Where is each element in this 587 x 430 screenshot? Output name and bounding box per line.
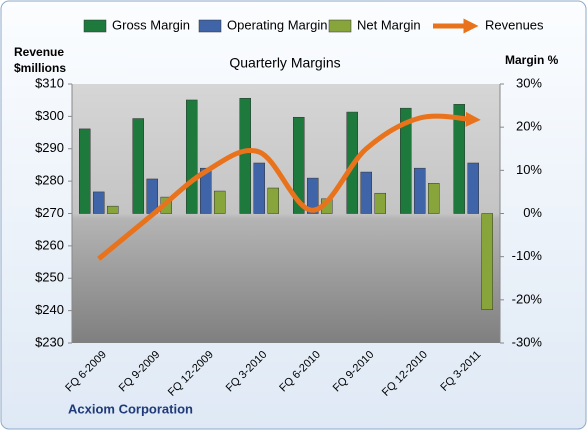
y-tick-label: $270 <box>35 205 64 220</box>
legend-swatch <box>328 19 352 33</box>
bar <box>293 116 305 214</box>
y2-tick-label: 0% <box>523 205 542 220</box>
legend-swatch <box>198 19 222 33</box>
y2-tick-label: -30% <box>512 334 543 349</box>
y2-tick-label: 20% <box>516 119 542 134</box>
y-axis-title: Revenue $millions <box>14 45 67 75</box>
y-tick-label: $290 <box>35 140 64 155</box>
bar <box>481 213 493 311</box>
legend-label: Operating Margin <box>227 17 327 32</box>
bar <box>79 128 91 214</box>
bar <box>107 205 119 214</box>
y-tick-label: $310 <box>35 75 64 90</box>
bar <box>400 107 412 214</box>
bar <box>93 191 105 214</box>
y-tick-label: $300 <box>35 108 64 123</box>
y-tick-label: $260 <box>35 237 64 252</box>
bar <box>453 104 465 214</box>
bar <box>360 171 372 214</box>
chart-title: Quarterly Margins <box>229 55 340 71</box>
bar <box>267 187 279 214</box>
bar <box>200 167 212 214</box>
y2-axis-title: Margin % <box>505 53 559 67</box>
y-tick-label: $240 <box>35 302 64 317</box>
bar <box>374 192 386 214</box>
line <box>97 111 481 261</box>
y-tick-label: $250 <box>35 270 64 285</box>
legend-label: Gross Margin <box>112 17 190 32</box>
bar <box>428 183 440 214</box>
bar <box>467 162 479 214</box>
bar <box>307 177 319 214</box>
bar <box>414 167 426 214</box>
y2-tick-label: 30% <box>516 75 542 90</box>
footer: Acxiom Corporation <box>68 401 193 416</box>
bar <box>239 97 251 214</box>
y2-tick-label: -20% <box>512 291 543 306</box>
y-tick-label: $230 <box>35 334 64 349</box>
bar <box>186 99 198 214</box>
y2-tick-label: -10% <box>512 248 543 263</box>
legend-swatch <box>83 19 107 33</box>
y-tick-label: $280 <box>35 173 64 188</box>
bar <box>253 162 265 214</box>
legend-label: Net Margin <box>357 17 421 32</box>
bar <box>132 118 144 214</box>
y2-tick-label: 10% <box>516 162 542 177</box>
legend-label: Revenues <box>485 17 544 32</box>
bar <box>214 190 226 214</box>
